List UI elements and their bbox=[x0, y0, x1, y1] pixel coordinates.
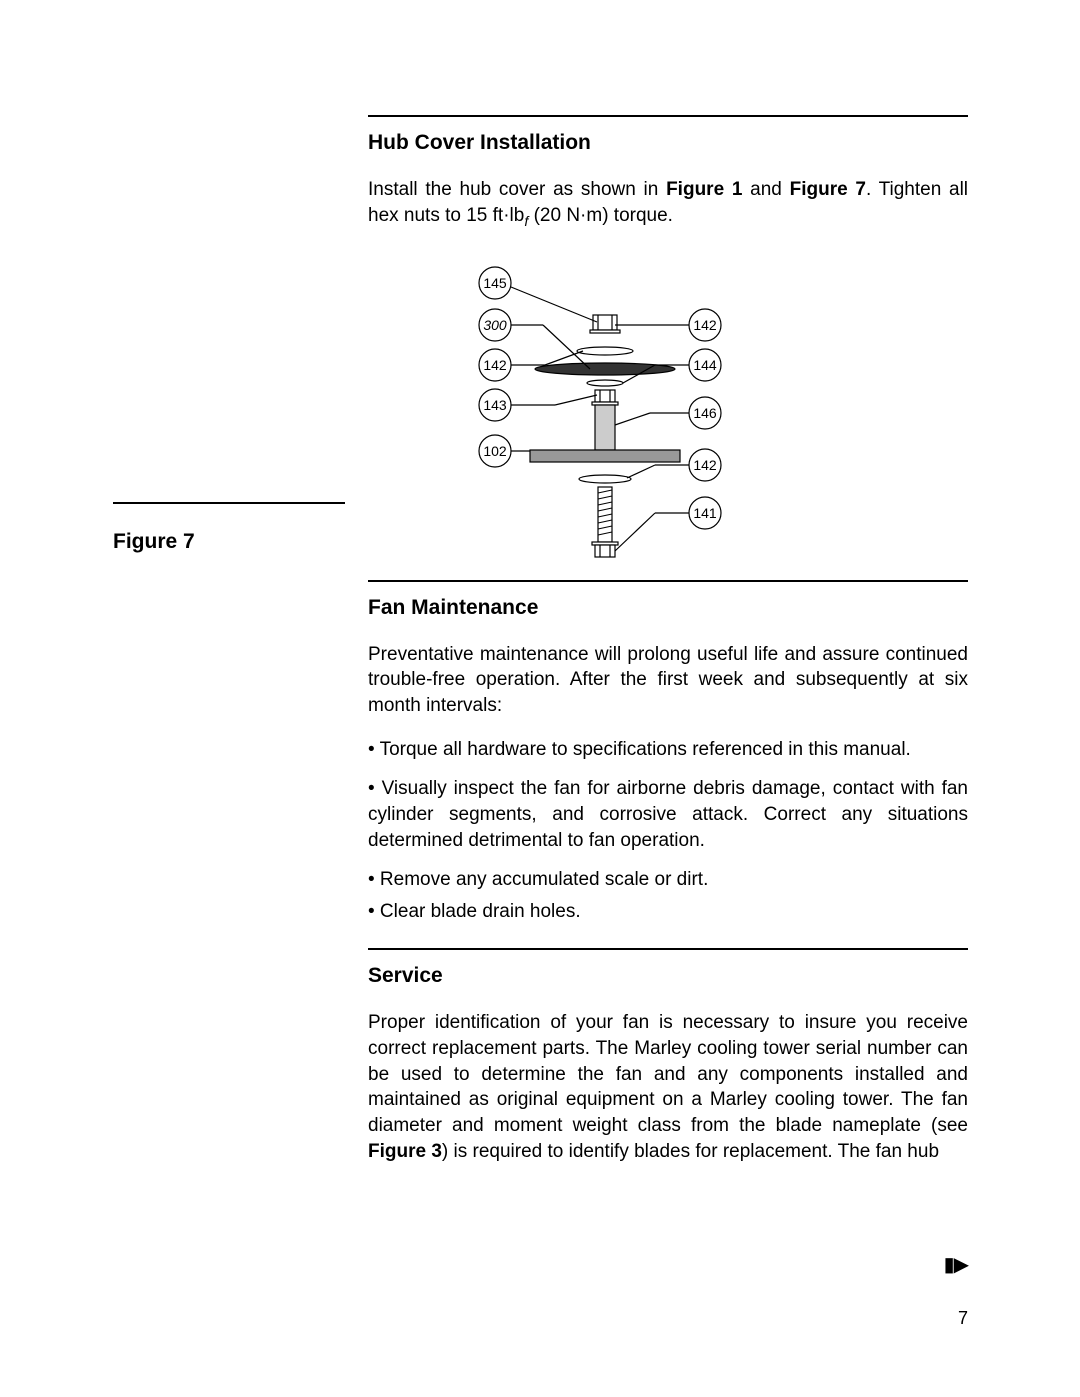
hub-title: Hub Cover Installation bbox=[368, 131, 968, 155]
page-number: 7 bbox=[958, 1308, 968, 1329]
maintenance-title: Fan Maintenance bbox=[368, 596, 968, 620]
continue-arrow-icon: ▮▶ bbox=[944, 1252, 968, 1277]
figure-spacer bbox=[368, 250, 968, 580]
service-title: Service bbox=[368, 964, 968, 988]
maintenance-bullet-3: • Remove any accumulated scale or dirt. bbox=[368, 867, 968, 893]
maintenance-bullet-4: • Clear blade drain holes. bbox=[368, 899, 968, 925]
figure-label-rule bbox=[113, 502, 345, 504]
section-rule bbox=[368, 580, 968, 582]
maintenance-paragraph: Preventative maintenance will prolong us… bbox=[368, 642, 968, 719]
hub-paragraph: Install the hub cover as shown in Figure… bbox=[368, 177, 968, 232]
figure-1-ref: Figure 1 bbox=[666, 179, 742, 200]
section-rule bbox=[368, 948, 968, 950]
section-rule bbox=[368, 115, 968, 117]
figure-3-ref: Figure 3 bbox=[368, 1141, 442, 1162]
text: Proper identification of your fan is nec… bbox=[368, 1012, 968, 1136]
text: Install the hub cover as shown in bbox=[368, 179, 666, 200]
page: Figure 7 bbox=[0, 0, 1080, 1397]
text: and bbox=[742, 179, 789, 200]
text: (20 N·m) torque. bbox=[528, 205, 673, 226]
maintenance-bullet-1: • Torque all hardware to specifications … bbox=[368, 737, 968, 763]
figure-label: Figure 7 bbox=[113, 530, 195, 554]
maintenance-bullet-2: • Visually inspect the fan for airborne … bbox=[368, 776, 968, 853]
service-paragraph: Proper identification of your fan is nec… bbox=[368, 1010, 968, 1164]
figure-7-ref: Figure 7 bbox=[790, 179, 866, 200]
main-column: Hub Cover Installation Install the hub c… bbox=[368, 115, 968, 1182]
text: ) is required to identify blades for rep… bbox=[442, 1141, 939, 1162]
